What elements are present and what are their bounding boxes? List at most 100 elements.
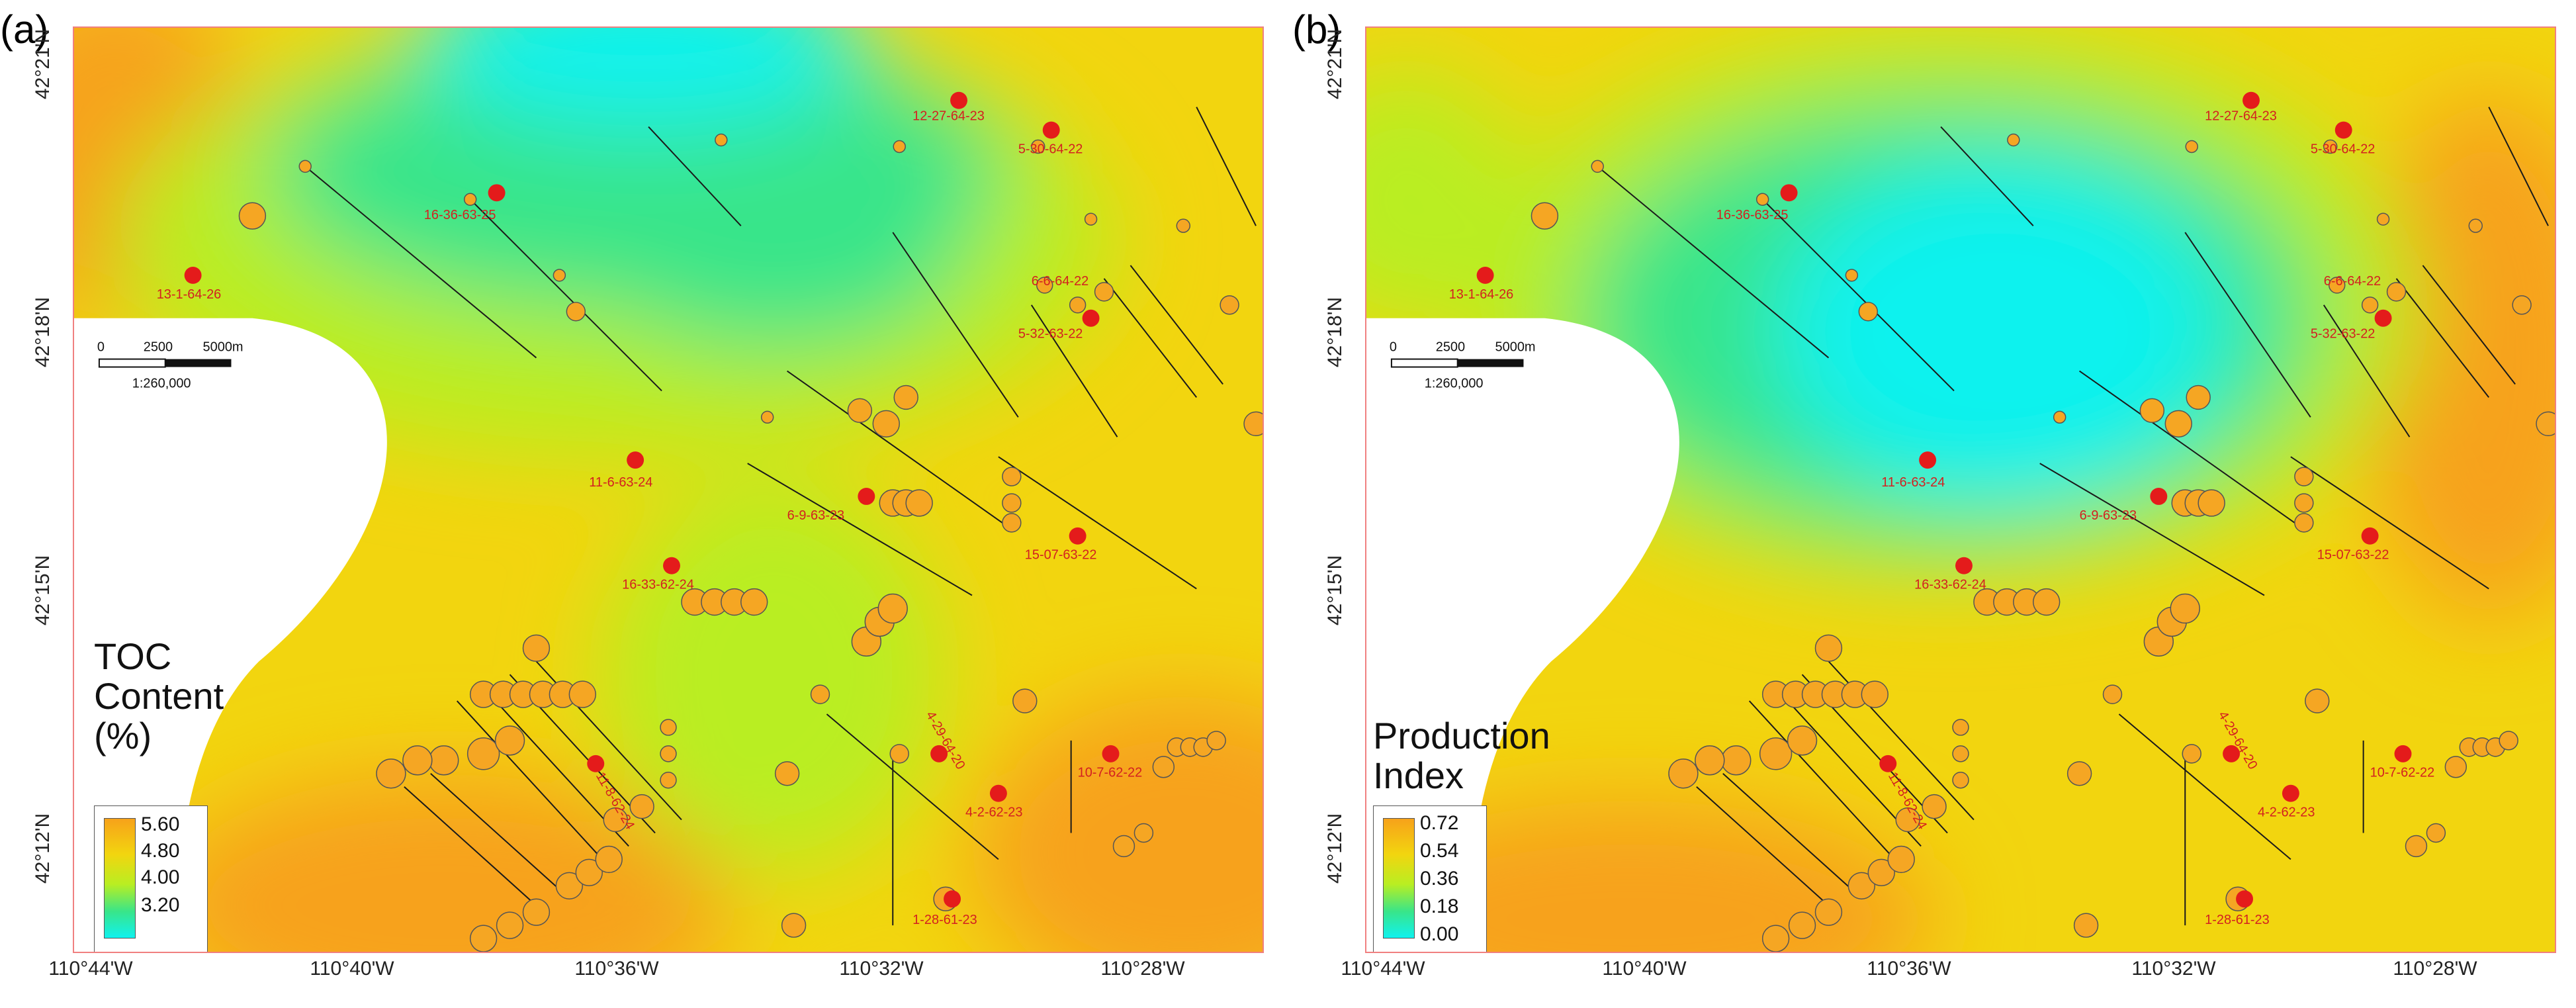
legend-title: Production Index (1373, 716, 1550, 796)
well-marker (184, 266, 202, 284)
well-marker (930, 745, 948, 762)
key-wells (1476, 91, 2412, 908)
well-label: 5-30-64-22 (1018, 142, 1083, 156)
lat-label: 42°18'N (32, 297, 54, 367)
legend-title-line: Production (1373, 715, 1550, 756)
lat-label: 42°18'N (1324, 297, 1346, 367)
legend-tick: 3.20 (141, 894, 180, 916)
well-marker (1102, 745, 1120, 762)
well-marker (2361, 527, 2379, 545)
panel-b: (b) 42°21'N 42°18'N 42°15'N 42°12'N 110°… (1292, 0, 2576, 1008)
well-label: 6-9-63-23 (787, 508, 844, 523)
well-marker (989, 784, 1007, 802)
no-data-area (74, 318, 387, 952)
lon-label: 110°36'W (1867, 958, 1951, 980)
well-label: 6-6-64-22 (2324, 274, 2381, 289)
well-marker (2243, 91, 2260, 109)
field-min (417, 28, 867, 127)
lon-label: 110°44'W (1341, 958, 1425, 980)
well-label: 15-07-63-22 (2317, 548, 2389, 563)
well-marker (2334, 121, 2352, 139)
field-high (2356, 93, 2555, 622)
well-label: 13-1-64-26 (1449, 287, 1514, 302)
field-high (1366, 800, 1934, 952)
scale-tick: 2500 (1436, 340, 1465, 355)
well-marker (2374, 309, 2392, 327)
contour-field: 12-27-64-23 5-30-64-22 16-36-63-25 13-1-… (1366, 28, 2555, 952)
lat-label: 42°21'N (1324, 28, 1346, 99)
lat-label: 42°12'N (32, 813, 54, 884)
well-marker (1919, 451, 1937, 469)
field-high (153, 773, 734, 952)
well-label: 11-6-63-24 (1881, 475, 1945, 490)
well-label: 5-32-63-22 (2311, 327, 2376, 342)
lon-label: 110°40'W (310, 958, 394, 980)
field-mid (602, 477, 946, 873)
legend-title-line: Index (1373, 755, 1464, 796)
field-high (972, 694, 1263, 952)
well-label: 5-30-64-22 (2311, 142, 2376, 156)
legend-tick: 0.72 (1420, 812, 1459, 834)
panel-a: (a) 42°21'N 42°18'N 42°15'N 42°12'N 110°… (0, 0, 1284, 1008)
well-marker (2150, 488, 2168, 505)
well-label: 1-28-61-23 (2205, 913, 2270, 927)
well-label: 16-36-63-25 (424, 208, 496, 222)
lon-label: 110°36'W (574, 958, 659, 980)
legend-tick: 5.60 (141, 813, 180, 835)
scale-tick: 0 (1390, 340, 1397, 355)
lat-label: 42°15'N (1324, 555, 1346, 625)
well-label: 16-33-62-24 (1914, 578, 1986, 592)
legend-tick: 0.54 (1420, 840, 1459, 862)
color-legend: 0.72 0.54 0.36 0.18 0.00 (1373, 805, 1487, 952)
toc-contour-map: 12-27-64-23 5-30-64-22 16-36-63-25 13-1-… (73, 26, 1264, 953)
panel-letter: (a) (0, 7, 49, 52)
lon-label: 110°44'W (48, 958, 133, 980)
well-marker (1780, 184, 1798, 202)
lon-label: 110°28'W (2393, 958, 2477, 980)
key-wells (184, 91, 1120, 908)
well-marker (1069, 527, 1087, 545)
well-marker (2394, 745, 2412, 762)
well-marker (2223, 745, 2241, 762)
well-marker (663, 557, 680, 574)
legend-tick: 0.36 (1420, 868, 1459, 890)
well-label: 1-28-61-23 (912, 913, 977, 927)
well-label: 12-27-64-23 (912, 109, 985, 124)
well-marker (944, 890, 961, 908)
scale-bar: 0 2500 5000m 1:260,000 (1390, 340, 1536, 391)
legend-color-bar (104, 818, 136, 939)
legend-title: TOC Content (%) (94, 637, 224, 756)
well-symbols (238, 133, 1263, 952)
well-marker (1476, 266, 1494, 284)
well-marker (2236, 890, 2254, 908)
lon-label: 110°32'W (839, 958, 924, 980)
lon-label: 110°40'W (1602, 958, 1687, 980)
well-marker (1082, 309, 1100, 327)
lon-label: 110°32'W (2131, 958, 2216, 980)
well-label: 16-36-63-25 (1716, 208, 1789, 222)
color-legend: 5.60 4.80 4.00 3.20 (94, 805, 208, 952)
well-marker (587, 755, 605, 772)
well-label: 13-1-64-26 (157, 287, 222, 302)
legend-tick: 4.80 (141, 840, 180, 862)
field-min (1775, 160, 2225, 503)
lon-label: 110°28'W (1100, 958, 1185, 980)
lat-label: 42°12'N (1324, 813, 1346, 884)
scale-tick: 2500 (144, 340, 173, 355)
well-label: 12-27-64-23 (2205, 109, 2277, 124)
well-label: 5-32-63-22 (1018, 327, 1083, 342)
field-low (582, 140, 965, 351)
well-marker (488, 184, 506, 202)
well-label: 4-2-62-23 (2258, 805, 2315, 820)
well-marker (1955, 557, 1973, 574)
scale-tick: 0 (97, 340, 105, 355)
well-marker (1042, 121, 1060, 139)
scale-ratio: 1:260,000 (132, 376, 191, 390)
well-label: 6-9-63-23 (2080, 508, 2137, 523)
panel-letter: (b) (1292, 7, 1341, 52)
scale-tick: 5000m (1495, 340, 1536, 355)
legend-title-line: TOC (94, 635, 172, 677)
lat-label: 42°21'N (32, 28, 54, 99)
well-marker (627, 451, 644, 469)
legend-color-bar (1383, 818, 1415, 939)
